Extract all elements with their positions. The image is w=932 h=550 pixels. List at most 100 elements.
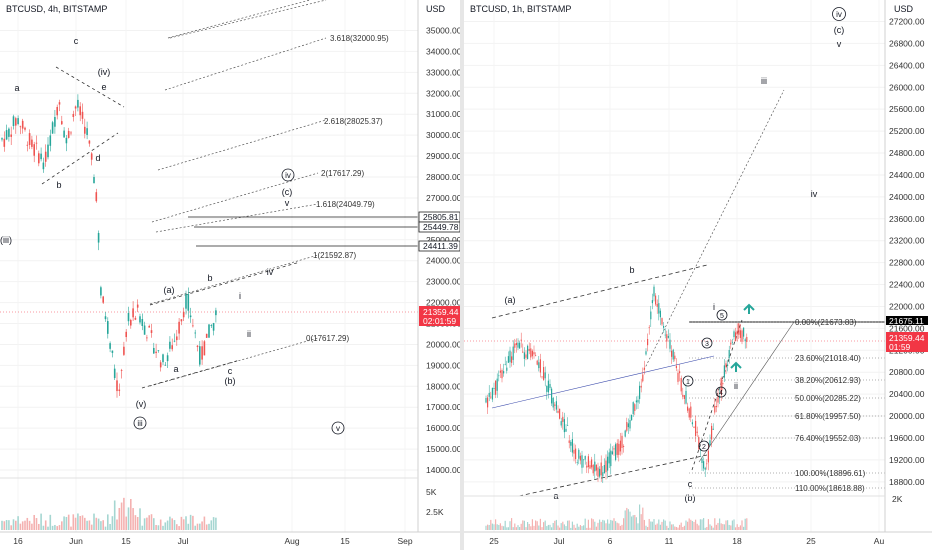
right-volume-bar [584,518,586,530]
right-candle-body [591,459,593,468]
right-x-tick: 25 [489,536,499,546]
right-candle-body [714,405,716,413]
right-candle-body [490,396,492,398]
right-candle-body [651,300,653,304]
right-price-tag [886,332,928,352]
right-candle-body [514,343,516,348]
left-volume-bar [38,523,40,530]
left-candle-body [90,153,93,160]
left-candle-body [116,380,118,392]
right-candle-body [736,330,738,335]
right-volume-bar [533,525,535,530]
left-volume-bar [123,497,125,530]
left-volume-bar [3,521,6,530]
right-candle-body [568,440,570,443]
left-candle-body [150,330,153,333]
left-volume-bar [182,519,185,530]
right-y-tick: 25200.00 [889,126,925,136]
right-x-tick: 25 [806,536,816,546]
right-candle-body [520,339,522,341]
right-chart-svg[interactable]: 0.00%(21673.83) 23.60%(21018.40) 38.20%(20… [464,0,932,550]
right-candle-body [618,443,620,455]
left-volume-bar [1,520,3,530]
left-y-tick: 22000.00 [426,298,460,308]
right-circled-marker [715,386,727,398]
right-candle-body [675,365,677,369]
right-circled-marker [701,337,713,349]
left-volume-bar [86,520,88,530]
right-candle-body [575,448,577,460]
left-wave-label: iv [267,267,274,277]
left-volume-bar [70,526,72,530]
right-y-tick: 26400.00 [889,60,925,70]
right-volume-bar [600,521,602,530]
right-volume-bar [535,520,537,530]
right-candle-body [522,351,524,353]
left-candle-body [148,325,150,328]
right-volume-bar [538,525,540,530]
left-symbol-title: BTCUSD, 4h, BITSTAMP [6,4,107,14]
right-candle-body [709,440,711,446]
right-currency-label: USD [894,4,914,14]
left-volume-bar [192,515,194,530]
right-candle-body [567,425,569,426]
right-candle-body [690,406,692,418]
right-candle-body [578,449,580,459]
right-volume-bar [567,520,569,530]
right-candle-body [600,462,602,476]
pane-divider[interactable] [460,0,464,550]
right-volume-bar [672,524,674,530]
right-volume-bar [536,521,538,530]
right-candle-body [631,414,633,421]
left-chart-pane[interactable]: 3.618(32000.95) 2.618(28025.37) 2(17617.29… [0,0,462,550]
left-chart-svg[interactable]: 3.618(32000.95) 2.618(28025.37) 2(17617.29… [0,0,462,550]
right-volume-bar [635,517,637,530]
right-candle-body [629,420,631,429]
left-volume-bar [58,525,61,530]
right-circled-marker [682,375,694,387]
left-x-tick: 15 [121,536,131,546]
right-volume-bar [637,523,639,530]
right-volume-bar [560,523,562,530]
right-volume-bar [517,525,519,530]
right-candle-body [627,423,629,428]
left-candle-body [38,153,40,164]
left-volume-bar [24,520,26,530]
left-candle-body [171,345,173,350]
right-candle-body [504,364,506,366]
left-fib-ray [155,203,319,233]
right-volume-bar [591,518,593,530]
left-wave-label: (iv) [98,67,111,77]
left-candle-body [199,346,201,365]
right-candle-body [685,390,687,404]
right-volume-bar [607,519,609,530]
right-volume-bar [544,520,546,530]
left-volume-bar [169,516,171,530]
right-candle-body [536,360,538,365]
right-volume-bar [586,527,588,530]
left-y-tick: 17000.00 [426,402,460,412]
right-candle-body [584,455,586,460]
right-y-tick: 19600.00 [889,433,925,443]
right-price-axis[interactable] [885,0,932,550]
left-price-axis[interactable] [418,0,460,550]
right-chart-pane[interactable]: 0.00%(21673.83) 23.60%(21018.40) 38.20%(20… [464,0,932,550]
right-volume-bar [562,521,564,530]
right-candle-body [544,372,546,379]
right-volume-bar [523,520,525,530]
right-candle-body [589,465,591,469]
left-volume-bar [189,514,192,530]
left-volume-bar [63,516,65,530]
right-candle-body [507,356,509,363]
right-candle-body [733,331,735,338]
right-candle-body [602,472,604,477]
left-volume-bar [153,518,155,530]
left-fib-label: 3.618(32000.95) [330,34,389,43]
right-countdown: 01:59 [889,342,911,352]
right-volume-bar [704,527,706,530]
right-candle-body [607,456,609,471]
left-volume-bar [95,517,98,530]
right-fib-label: 110.00%(18618.88) [795,484,865,493]
left-wave-label: c [228,366,233,376]
left-x-tick: 15 [340,536,350,546]
